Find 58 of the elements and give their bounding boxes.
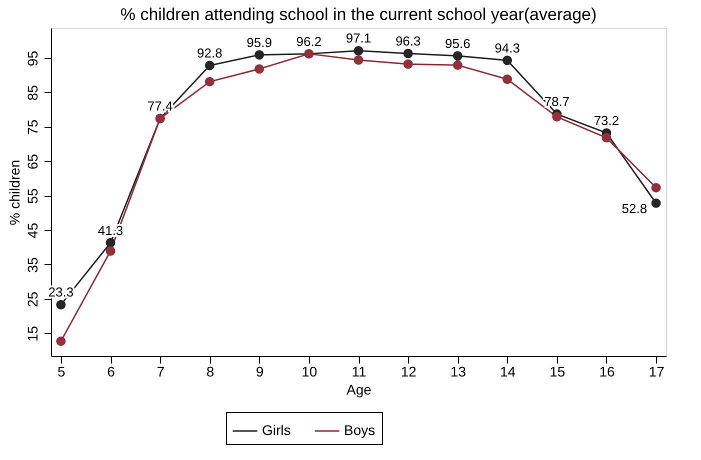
data-label: 78.7 — [544, 94, 570, 110]
data-label: 96.2 — [296, 34, 322, 49]
point — [204, 60, 214, 70]
point — [602, 133, 612, 143]
x-tick-label: 13 — [450, 364, 466, 380]
y-axis-title: % children — [6, 160, 22, 226]
point — [651, 198, 661, 208]
x-tick-label: 5 — [58, 364, 66, 380]
x-tick-label: 7 — [156, 364, 165, 380]
legend-label: Boys — [344, 422, 376, 438]
chart-title: % children attending school in the current school year(average) — [120, 5, 597, 24]
x-tick-label: 10 — [302, 364, 318, 380]
x-tick-label: 8 — [206, 364, 214, 380]
x-tick-label: 16 — [599, 364, 615, 380]
data-label: 95.6 — [445, 36, 470, 51]
data-label: 92.8 — [197, 46, 222, 61]
x-tick-label: 17 — [648, 364, 665, 380]
y-tick-label: 15 — [24, 326, 40, 342]
point — [552, 112, 562, 122]
point — [452, 51, 462, 61]
point — [403, 59, 413, 69]
x-axis-title: Age — [346, 382, 372, 398]
point — [403, 48, 413, 58]
data-label: 97.1 — [346, 30, 372, 46]
point — [502, 56, 512, 66]
data-label: 96.3 — [395, 33, 421, 48]
data-label: 73.2 — [594, 112, 620, 128]
point — [354, 46, 364, 56]
point — [254, 64, 264, 74]
y-tick-label: 45 — [24, 222, 40, 238]
point — [204, 76, 214, 86]
x-tick-label: 14 — [500, 364, 516, 380]
point — [56, 300, 66, 310]
y-tick-label: 35 — [24, 256, 40, 273]
data-label: 94.3 — [494, 40, 520, 56]
x-tick-label: 15 — [550, 364, 566, 380]
point — [354, 55, 364, 65]
y-tick-label: 95 — [24, 50, 40, 66]
point — [651, 182, 661, 192]
y-tick-label: 25 — [24, 291, 40, 308]
y-tick-label: 75 — [24, 119, 40, 136]
point — [106, 246, 116, 256]
point — [56, 336, 66, 346]
point — [254, 50, 264, 60]
x-tick-label: 11 — [352, 364, 366, 380]
x-tick-label: 12 — [400, 364, 417, 380]
point — [502, 74, 512, 84]
x-tick-label: 6 — [107, 364, 116, 380]
data-label: 77.4 — [147, 98, 173, 114]
x-tick-label: 9 — [256, 364, 264, 380]
point — [452, 60, 462, 70]
y-tick-label: 85 — [24, 84, 40, 101]
y-tick-label: 65 — [24, 154, 40, 170]
data-label: 52.8 — [622, 201, 648, 216]
y-tick-label: 55 — [24, 188, 40, 204]
legend-label: Girls — [262, 422, 291, 438]
point — [106, 238, 116, 248]
data-label: 95.9 — [246, 34, 272, 50]
